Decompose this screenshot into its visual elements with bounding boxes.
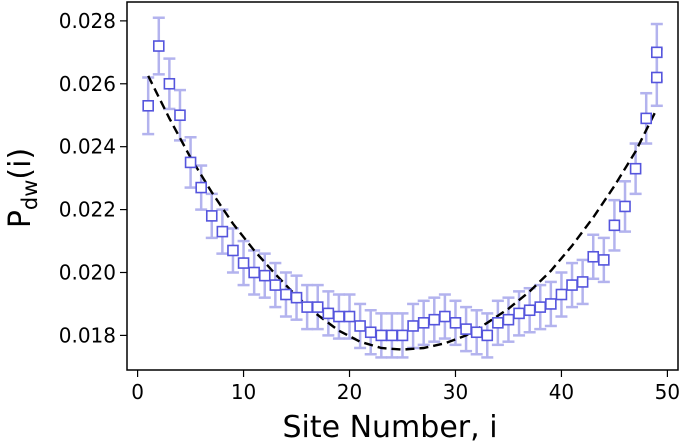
data-point bbox=[343, 310, 356, 323]
data-point bbox=[152, 40, 165, 52]
data-point bbox=[566, 279, 578, 291]
x-tick-label: 20 bbox=[337, 380, 362, 404]
y-tick-label: 0.024 bbox=[59, 135, 116, 159]
y-axis: 0.018 0.020 0.022 0.024 0.026 0.028 bbox=[59, 9, 127, 347]
data-point bbox=[163, 77, 176, 90]
data-point bbox=[513, 307, 525, 320]
y-tick-label: 0.020 bbox=[59, 260, 116, 284]
x-tick-label: 10 bbox=[231, 380, 256, 404]
data-point bbox=[534, 301, 547, 313]
errorbars bbox=[142, 16, 663, 359]
x-tick-label: 0 bbox=[131, 380, 144, 404]
data-point bbox=[545, 298, 557, 310]
data-point bbox=[280, 288, 292, 301]
data-point bbox=[386, 329, 398, 342]
data-point bbox=[375, 329, 388, 342]
markers bbox=[142, 40, 663, 342]
data-point bbox=[269, 279, 282, 291]
plot-frame bbox=[126, 1, 679, 371]
data-point bbox=[174, 109, 186, 122]
x-axis: 0 10 20 30 40 50 bbox=[131, 370, 680, 404]
data-point bbox=[651, 46, 663, 59]
data-point bbox=[502, 313, 515, 326]
data-point bbox=[311, 301, 324, 313]
data-point bbox=[290, 291, 303, 304]
data-point bbox=[322, 307, 335, 320]
data-point bbox=[216, 225, 229, 238]
data-point bbox=[460, 323, 472, 335]
data-point bbox=[354, 320, 366, 332]
data-point bbox=[407, 320, 419, 332]
y-tick-label: 0.018 bbox=[59, 323, 116, 347]
data-point bbox=[629, 162, 642, 175]
data-point bbox=[651, 71, 663, 84]
x-axis-title: Site Number, i bbox=[282, 410, 497, 444]
fit-line bbox=[147, 75, 658, 351]
data-point bbox=[481, 329, 494, 342]
y-tick-label: 0.028 bbox=[59, 9, 116, 33]
data-point bbox=[523, 304, 536, 317]
data-point bbox=[195, 181, 207, 194]
x-tick-label: 30 bbox=[443, 380, 468, 404]
data-point bbox=[492, 317, 504, 329]
data-point bbox=[576, 276, 589, 288]
y-axis-title: Pdw(i) bbox=[3, 148, 42, 228]
data-point bbox=[587, 250, 600, 263]
data-point bbox=[598, 254, 610, 266]
data-point bbox=[142, 99, 154, 112]
data-point bbox=[227, 244, 239, 257]
y-tick-label: 0.022 bbox=[59, 198, 116, 222]
data-point bbox=[619, 200, 631, 213]
data-point bbox=[439, 310, 451, 323]
y-tick-label: 0.026 bbox=[59, 72, 116, 96]
data-point bbox=[364, 326, 377, 339]
data-point bbox=[449, 317, 462, 329]
y-axis-title-sub: dw bbox=[18, 180, 42, 211]
x-tick-label: 50 bbox=[655, 380, 680, 404]
data-point bbox=[555, 288, 568, 301]
x-tick-label: 40 bbox=[549, 380, 574, 404]
y-axis-title-main: P bbox=[3, 210, 38, 228]
data-point bbox=[640, 112, 653, 125]
fit-curve bbox=[147, 75, 658, 351]
data-point bbox=[396, 329, 409, 342]
data-point bbox=[301, 301, 313, 313]
data-point bbox=[248, 266, 260, 279]
data-point bbox=[428, 313, 441, 326]
y-axis-title-tail: (i) bbox=[3, 148, 38, 180]
data-point bbox=[608, 219, 621, 232]
data-point bbox=[258, 269, 271, 282]
data-point bbox=[237, 257, 250, 269]
data-point bbox=[470, 326, 483, 339]
data-point bbox=[205, 210, 218, 222]
data-point bbox=[333, 310, 345, 323]
data-point bbox=[184, 156, 197, 169]
data-point bbox=[417, 317, 430, 329]
